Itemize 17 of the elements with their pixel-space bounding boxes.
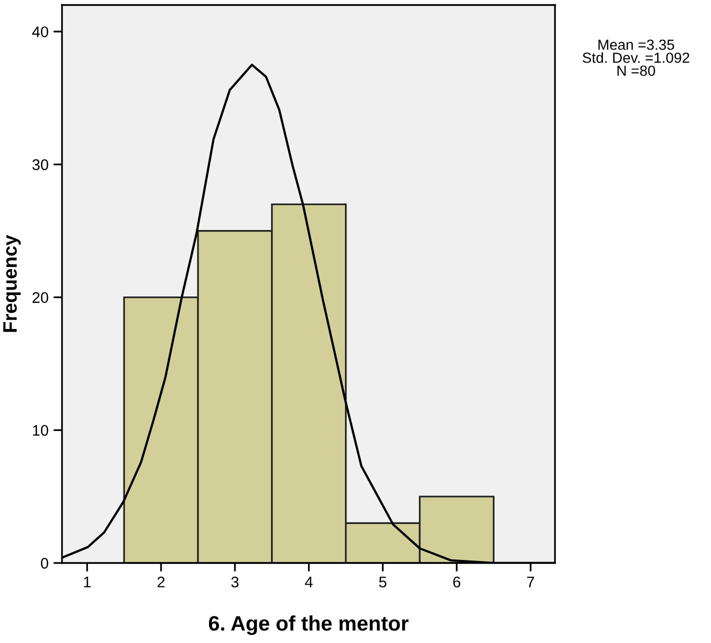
x-tick-label: 7 — [527, 576, 534, 588]
x-tick-label: 5 — [379, 576, 386, 588]
y-tick-label: 0 — [40, 558, 48, 569]
y-tick-label: 20 — [32, 292, 48, 303]
x-tick-label: 3 — [231, 576, 239, 588]
text: Mean =3.35 — [598, 40, 674, 50]
x-tick-label: 2 — [158, 576, 165, 588]
x-tick-label: 1 — [84, 576, 91, 588]
x-tick-label: 6 — [453, 576, 460, 588]
x-axis-title: 6. Age of the mentor — [208, 615, 409, 635]
y-tick-label: 30 — [32, 159, 48, 170]
x-tick-label: 4 — [304, 576, 313, 588]
y-axis-title: Frequency — [3, 234, 21, 332]
text: N =80 — [618, 66, 656, 76]
y-tick-label: 10 — [32, 425, 48, 436]
y-tick-label: 40 — [32, 26, 48, 38]
text: Std. Dev. =1.092 — [582, 52, 690, 63]
